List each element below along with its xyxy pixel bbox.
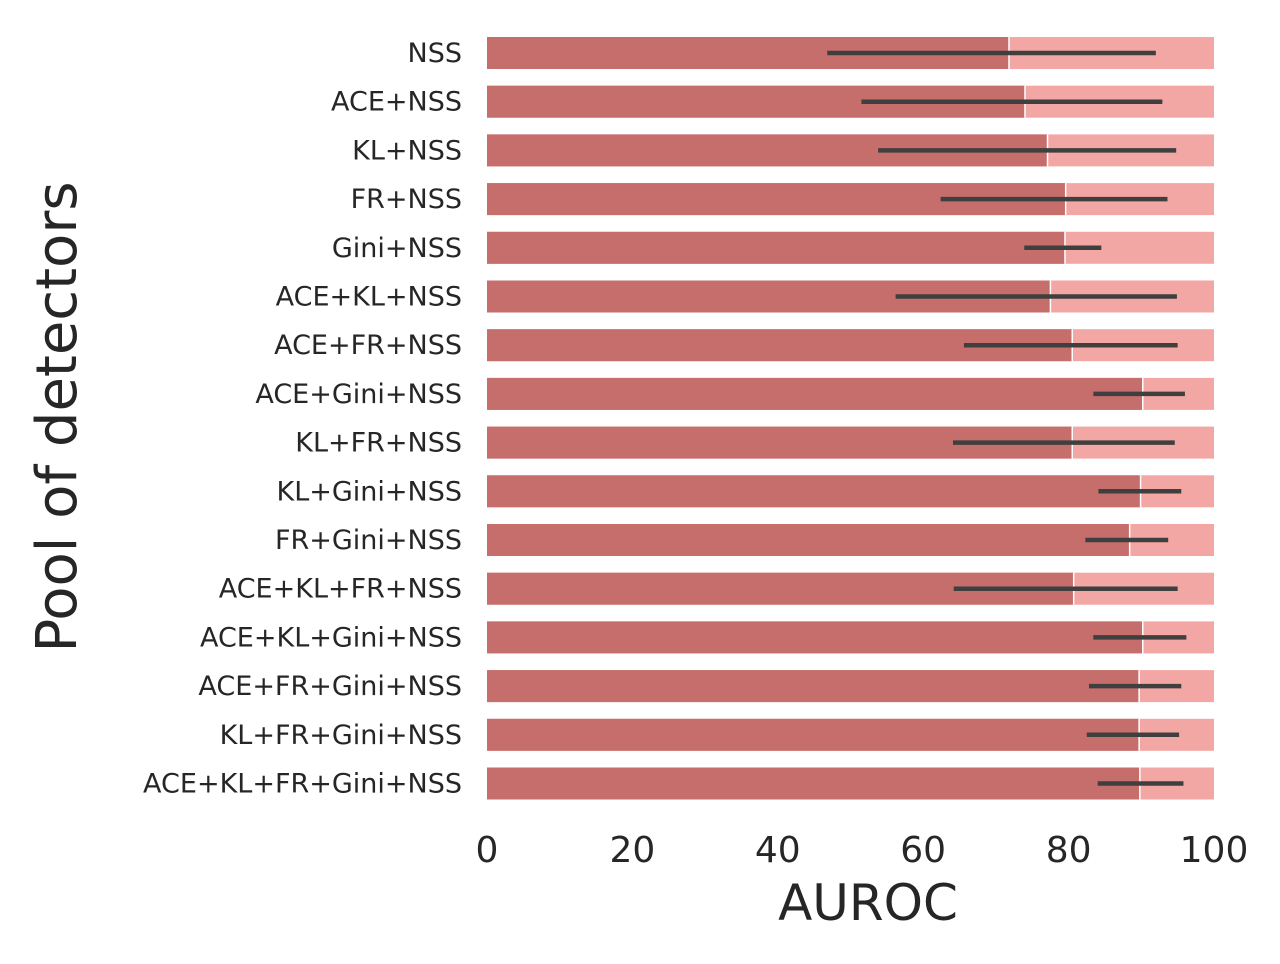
x-axis-title: AUROC <box>778 874 958 932</box>
x-tick-label: 20 <box>609 830 655 871</box>
y-axis-title: Pool of detectors <box>25 181 90 652</box>
category-labels: NSS ACE+NSS KL+NSS FR+NSS Gini+NSS ACE+KL+NSS… <box>143 38 462 800</box>
category-label: NSS <box>408 38 462 69</box>
category-label: FR+Gini+NSS <box>275 525 462 556</box>
category-label: ACE+KL+Gini+NSS <box>200 622 462 653</box>
x-tick-label: 0 <box>476 830 499 871</box>
category-label: Gini+NSS <box>332 233 462 264</box>
category-label: ACE+KL+NSS <box>276 282 462 313</box>
category-label: ACE+FR+NSS <box>274 330 462 361</box>
value-bar <box>487 718 1140 751</box>
category-label: ACE+KL+FR+NSS <box>219 574 462 605</box>
category-label: KL+FR+Gini+NSS <box>220 720 462 751</box>
category-label: ACE+KL+FR+Gini+NSS <box>143 769 462 800</box>
value-bar <box>487 524 1130 556</box>
value-bar <box>487 621 1143 654</box>
error-bars <box>827 50 1187 786</box>
category-label: KL+NSS <box>352 135 462 166</box>
category-label: FR+NSS <box>351 184 462 215</box>
value-bar <box>487 231 1065 264</box>
value-bar <box>487 377 1143 410</box>
category-label: ACE+FR+Gini+NSS <box>198 671 462 702</box>
x-tick-label: 60 <box>900 830 946 871</box>
x-tick-label: 40 <box>755 830 801 871</box>
category-label: KL+Gini+NSS <box>276 476 462 507</box>
x-tick-label: 80 <box>1046 830 1092 871</box>
x-tick-label: 100 <box>1180 830 1249 871</box>
value-bar <box>487 475 1141 508</box>
value-bar <box>487 670 1140 703</box>
category-label: ACE+NSS <box>331 87 462 118</box>
category-label: KL+FR+NSS <box>295 428 462 459</box>
value-bar <box>487 767 1140 800</box>
x-tick-labels: 0 20 40 60 80 100 <box>476 830 1249 871</box>
category-label: ACE+Gini+NSS <box>255 379 462 410</box>
